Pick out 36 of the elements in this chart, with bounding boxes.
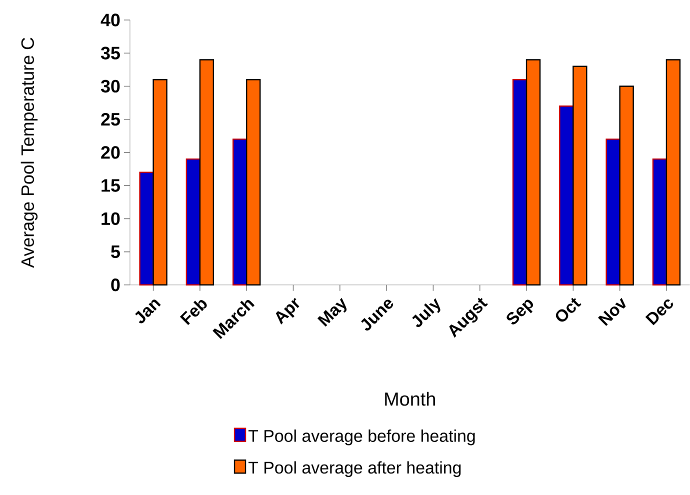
x-tick-label: May <box>317 298 347 327</box>
x-tick-label: Apr <box>276 298 300 325</box>
bar <box>666 59 681 286</box>
bar <box>152 79 168 286</box>
y-tick-label: 40 <box>100 14 120 26</box>
x-tick-label: Dec <box>645 300 673 326</box>
bar <box>246 79 261 286</box>
bar <box>619 86 634 286</box>
y-tick-label: 35 <box>100 46 120 60</box>
y-tick-label: 10 <box>102 212 120 226</box>
x-tick-label: July <box>412 298 440 328</box>
x-tick-label: Nov <box>598 298 626 326</box>
legend-label: T Pool average after heating <box>248 461 461 478</box>
y-axis-title: Average Pool Temperature C <box>20 38 38 268</box>
bar <box>606 138 620 286</box>
y-tick-label: 20 <box>101 146 120 159</box>
bar <box>232 138 248 286</box>
y-tick-label: 15 <box>102 179 120 192</box>
x-axis-title: Month <box>385 392 435 406</box>
bar <box>199 59 214 286</box>
x-tick-label: Feb <box>180 300 207 326</box>
y-tick-label: 5 <box>111 246 120 258</box>
bar <box>186 158 201 286</box>
x-tick-label: Sep <box>506 300 534 324</box>
bar <box>526 59 541 286</box>
bar <box>512 79 528 286</box>
x-tick-label: Jan <box>135 300 161 324</box>
x-tick-label: Oct <box>556 298 582 322</box>
y-tick-label: 25 <box>101 113 120 126</box>
bar <box>139 172 154 286</box>
y-tick-label: 0 <box>111 278 120 292</box>
bar <box>652 158 668 286</box>
y-tick-label: 30 <box>100 80 120 93</box>
legend-label: T Pool average before heating <box>248 430 475 446</box>
bar <box>572 66 588 286</box>
bar <box>559 106 574 286</box>
